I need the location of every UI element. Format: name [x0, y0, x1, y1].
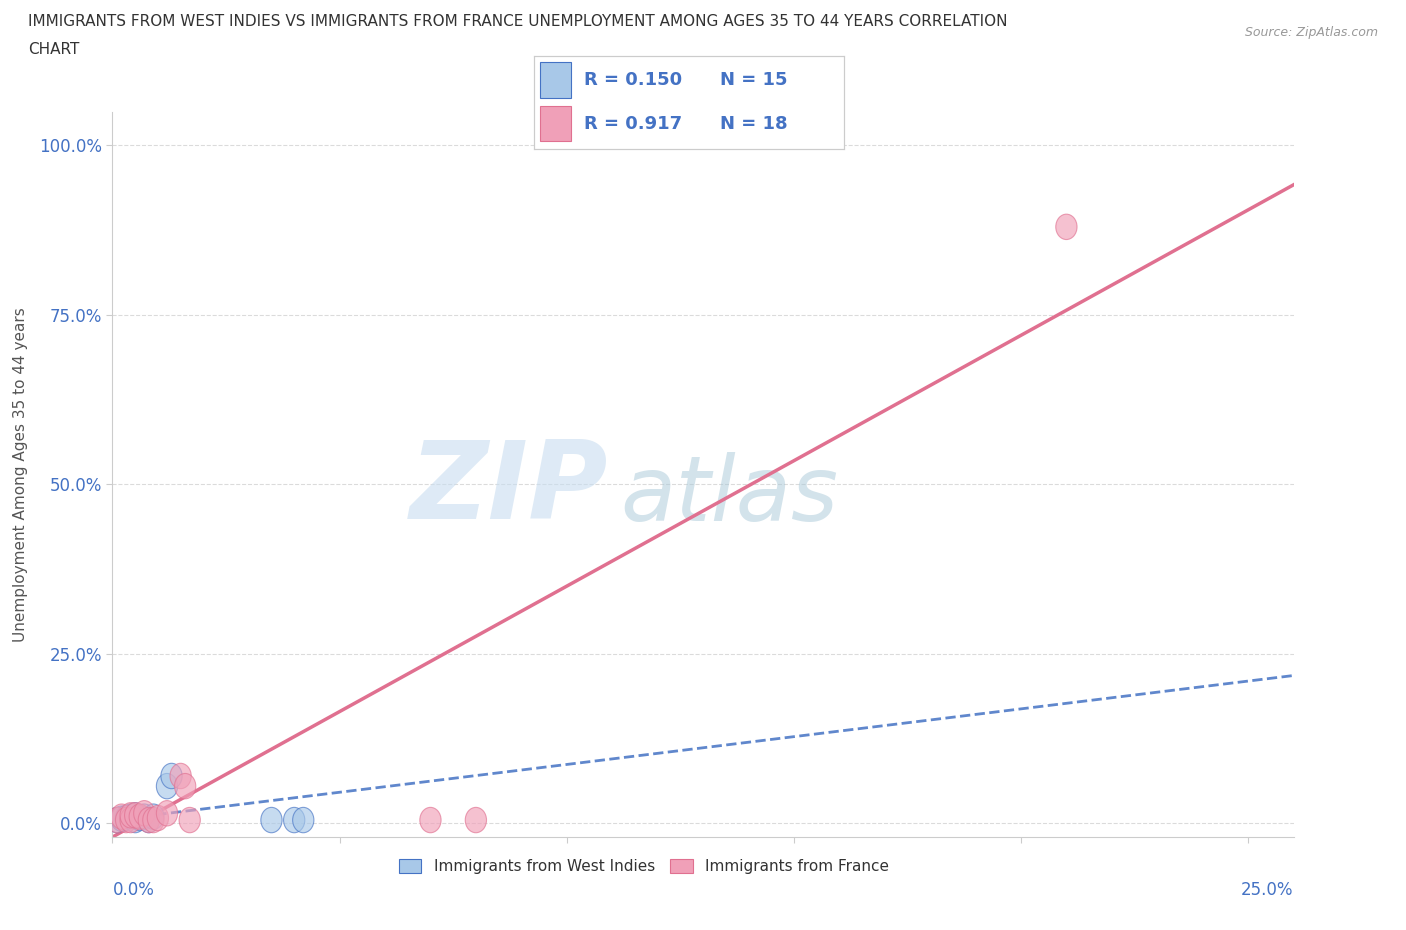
Ellipse shape	[134, 801, 155, 826]
Ellipse shape	[420, 807, 441, 832]
Ellipse shape	[143, 804, 165, 830]
Ellipse shape	[129, 804, 150, 830]
Text: 0.0%: 0.0%	[112, 881, 155, 898]
Text: R = 0.150: R = 0.150	[583, 71, 682, 89]
Text: atlas: atlas	[620, 452, 838, 540]
Text: CHART: CHART	[28, 42, 80, 57]
Ellipse shape	[107, 807, 128, 832]
Ellipse shape	[111, 804, 132, 830]
FancyBboxPatch shape	[540, 106, 571, 141]
Ellipse shape	[115, 807, 136, 832]
Text: ZIP: ZIP	[411, 436, 609, 542]
Text: Source: ZipAtlas.com: Source: ZipAtlas.com	[1244, 26, 1378, 39]
Ellipse shape	[134, 804, 155, 830]
FancyBboxPatch shape	[540, 62, 571, 98]
Ellipse shape	[111, 806, 132, 831]
Ellipse shape	[148, 805, 169, 830]
Ellipse shape	[120, 803, 141, 828]
Text: R = 0.917: R = 0.917	[583, 114, 682, 133]
Text: IMMIGRANTS FROM WEST INDIES VS IMMIGRANTS FROM FRANCE UNEMPLOYMENT AMONG AGES 35: IMMIGRANTS FROM WEST INDIES VS IMMIGRANT…	[28, 14, 1008, 29]
Ellipse shape	[115, 805, 136, 830]
Y-axis label: Unemployment Among Ages 35 to 44 years: Unemployment Among Ages 35 to 44 years	[13, 307, 28, 642]
Ellipse shape	[138, 807, 159, 832]
Ellipse shape	[170, 764, 191, 789]
Ellipse shape	[143, 807, 165, 832]
Ellipse shape	[160, 764, 183, 789]
Ellipse shape	[120, 804, 141, 830]
Ellipse shape	[1056, 214, 1077, 240]
Ellipse shape	[129, 805, 150, 830]
Ellipse shape	[156, 774, 177, 799]
Ellipse shape	[120, 807, 141, 832]
Ellipse shape	[107, 807, 128, 832]
Text: 25.0%: 25.0%	[1241, 881, 1294, 898]
Ellipse shape	[156, 801, 177, 826]
Ellipse shape	[174, 774, 195, 799]
Text: N = 18: N = 18	[720, 114, 787, 133]
Ellipse shape	[138, 807, 159, 832]
Ellipse shape	[292, 807, 314, 832]
Ellipse shape	[262, 807, 283, 832]
Ellipse shape	[125, 807, 146, 832]
Ellipse shape	[125, 803, 146, 828]
Ellipse shape	[284, 807, 305, 832]
Legend: Immigrants from West Indies, Immigrants from France: Immigrants from West Indies, Immigrants …	[392, 853, 896, 880]
Ellipse shape	[465, 807, 486, 832]
Ellipse shape	[125, 803, 146, 828]
Text: N = 15: N = 15	[720, 71, 787, 89]
Ellipse shape	[179, 807, 200, 832]
